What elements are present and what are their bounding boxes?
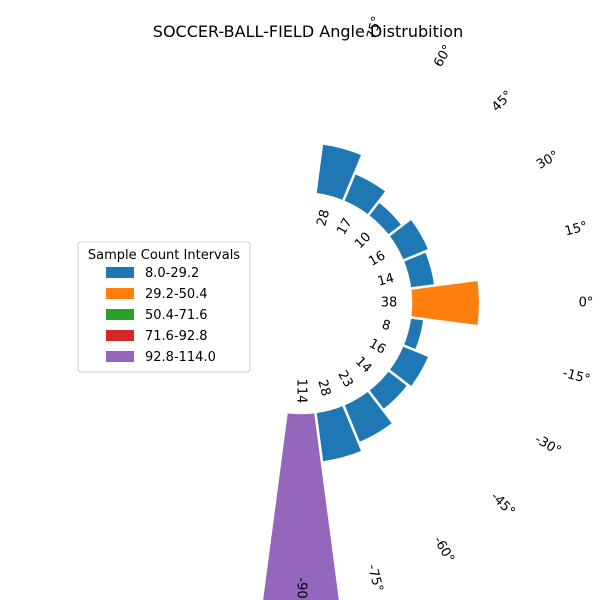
- legend-items: 8.0-29.2 29.2-50.4 50.4-71.6 71.6-92.8 92.8-…: [106, 266, 216, 365]
- bar-2: [366, 200, 404, 238]
- bar-11: [260, 410, 342, 600]
- legend-label-3: 71.6-92.8: [145, 329, 208, 344]
- angle-tick-label-10: -75°: [364, 563, 386, 594]
- angle-tick-label-8: -45°: [487, 489, 517, 519]
- legend-label-2: 50.4-71.6: [145, 308, 208, 323]
- bar-0: [314, 142, 364, 203]
- angle-tick-label-11: -90: [294, 577, 309, 598]
- count-label-6: 8: [380, 317, 392, 334]
- count-label-7: 16: [366, 336, 388, 357]
- angle-tick-label-7: -30°: [532, 432, 564, 459]
- legend-title: Sample Count Intervals: [88, 248, 240, 263]
- count-label-10: 28: [314, 378, 333, 398]
- count-label-2: 10: [352, 230, 374, 252]
- legend-swatch-2: [106, 309, 134, 320]
- bars-group: [260, 142, 482, 600]
- bar-6: [401, 316, 426, 352]
- bar-8: [366, 368, 410, 412]
- legend-label-4: 92.8-114.0: [145, 350, 216, 365]
- bar-3: [387, 217, 431, 263]
- count-label-11: 114: [294, 379, 309, 404]
- angle-tick-label-0: 75°: [365, 15, 385, 41]
- angle-tick-label-4: 15°: [563, 219, 589, 239]
- legend-swatch-4: [106, 351, 134, 362]
- legend: Sample Count Intervals 8.0-29.2 29.2-50.4…: [77, 241, 251, 373]
- count-label-9: 23: [334, 368, 355, 390]
- legend-swatch-1: [106, 288, 134, 299]
- legend-swatch-0: [106, 267, 134, 278]
- bar-9: [341, 389, 395, 445]
- angle-tick-label-9: -60°: [430, 534, 457, 566]
- count-label-5: 38: [381, 296, 398, 311]
- angle-tick-label-5: 0°: [579, 296, 594, 311]
- legend-label-0: 8.0-29.2: [145, 266, 199, 281]
- chart-title: SOCCER-BALL-FIELD Angle Distrubition: [153, 22, 463, 41]
- legend-label-1: 29.2-50.4: [145, 287, 208, 302]
- bar-5: [408, 278, 482, 328]
- count-label-4: 14: [376, 271, 396, 290]
- bar-4: [401, 249, 437, 290]
- angle-tick-label-3: 30°: [534, 148, 561, 173]
- legend-swatch-3: [106, 330, 134, 341]
- count-label-1: 17: [334, 216, 355, 238]
- count-label-0: 28: [314, 208, 333, 228]
- angle-tick-label-1: 60°: [431, 42, 456, 69]
- count-label-3: 16: [366, 248, 388, 269]
- angle-tick-label-2: 45°: [489, 88, 516, 115]
- angle-tick-label-6: -15°: [561, 366, 592, 388]
- bar-10: [314, 403, 364, 464]
- angle-tick-labels: 75° 60° 45° 30° 15° 0° -15° -30° -45° -60° -75° -90: [294, 15, 594, 599]
- count-label-8: 14: [352, 354, 374, 376]
